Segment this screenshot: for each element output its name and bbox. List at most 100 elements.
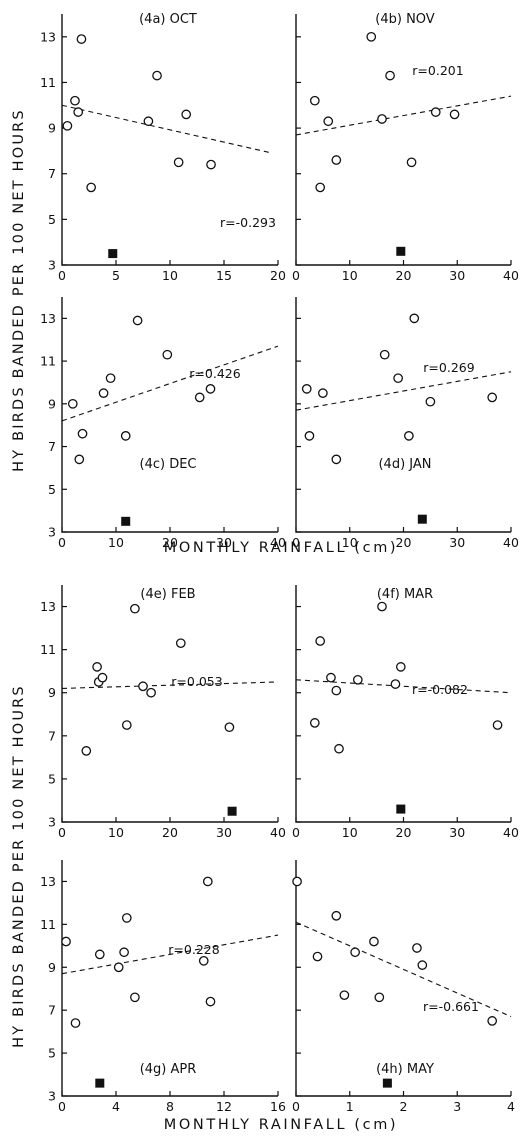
data-point xyxy=(315,182,326,193)
y-axis-label-top: HY BIRDS BANDED PER 100 NET HOURS xyxy=(11,108,27,472)
mean-square-marker xyxy=(396,246,406,256)
data-point xyxy=(77,428,88,439)
data-point xyxy=(369,936,379,947)
r-label: r=-0.293 xyxy=(220,215,276,230)
data-point xyxy=(70,95,80,106)
r-label: r=0.228 xyxy=(168,942,219,957)
x-tick-label: 0 xyxy=(292,1099,300,1114)
data-point xyxy=(113,962,124,973)
r-label: r=0.426 xyxy=(189,366,240,381)
data-point xyxy=(202,876,213,887)
y-tick-label: 9 xyxy=(48,121,56,136)
y-tick-label: 13 xyxy=(40,874,56,889)
data-point xyxy=(194,392,205,403)
x-tick-label: 0 xyxy=(58,268,66,283)
panel-6: 0 10 20 30 40 (4f) MAR r=-0.082 xyxy=(292,585,519,840)
x-tick-label: 30 xyxy=(449,825,465,840)
x-tick-label: 20 xyxy=(270,268,286,283)
y-tick-label: 7 xyxy=(48,728,56,743)
data-point xyxy=(334,743,344,754)
y-tick-label: 3 xyxy=(48,258,56,273)
y-tick-label: 11 xyxy=(40,642,56,657)
data-point xyxy=(205,996,216,1007)
data-point xyxy=(301,384,312,394)
data-point xyxy=(173,157,184,168)
x-tick-label: 4 xyxy=(507,1099,515,1114)
r-label: r=0.269 xyxy=(423,360,474,375)
fit-line xyxy=(295,95,512,136)
data-point xyxy=(162,349,173,360)
data-point xyxy=(390,679,401,689)
x-tick-label: 20 xyxy=(396,535,412,550)
y-axis-label-bottom: HY BIRDS BANDED PER 100 NET HOURS xyxy=(11,684,27,1048)
data-point xyxy=(67,398,78,409)
panel-2: 0 10 20 30 40 (4b) NOV r=0.201 xyxy=(292,12,519,283)
panel-title: (4h) MAY xyxy=(376,1062,434,1077)
data-point xyxy=(492,720,503,730)
x-tick-label: 30 xyxy=(216,535,232,550)
x-tick-label: 40 xyxy=(270,825,286,840)
mean-square-marker xyxy=(108,249,118,259)
data-point xyxy=(395,662,406,672)
y-tick-label: 3 xyxy=(48,1089,56,1104)
data-point xyxy=(292,876,302,887)
data-point xyxy=(146,687,156,698)
data-point xyxy=(487,1016,498,1026)
r-label: r=-0.082 xyxy=(412,682,468,697)
data-point xyxy=(81,746,92,756)
data-point xyxy=(393,373,403,384)
data-point xyxy=(130,603,140,614)
x-tick-label: 10 xyxy=(108,825,124,840)
data-point xyxy=(76,34,87,44)
axes-4 xyxy=(295,297,511,533)
x-tick-label: 10 xyxy=(162,268,178,283)
data-point xyxy=(304,431,315,441)
data-point xyxy=(198,955,209,966)
y-tick-label: 13 xyxy=(40,599,56,614)
x-tick-label: 8 xyxy=(166,1099,174,1114)
x-tick-label: 10 xyxy=(342,535,358,550)
x-tick-label: 30 xyxy=(449,268,465,283)
x-tick-label: 10 xyxy=(342,825,358,840)
data-point xyxy=(181,109,192,120)
y-tick-label: 11 xyxy=(40,354,56,369)
x-tick-label: 30 xyxy=(449,535,465,550)
data-point xyxy=(309,95,320,106)
data-point xyxy=(318,388,328,398)
mean-square-marker xyxy=(227,806,237,816)
y-tick-label: 5 xyxy=(48,1046,56,1061)
x-tick-label: 3 xyxy=(453,1099,461,1114)
fit-line xyxy=(295,679,512,694)
y-tick-label: 5 xyxy=(48,482,56,497)
data-point xyxy=(350,947,360,958)
data-point xyxy=(152,70,162,81)
data-point xyxy=(430,107,441,117)
data-point xyxy=(132,315,143,326)
x-tick-label: 10 xyxy=(342,268,358,283)
data-point xyxy=(61,936,71,947)
fit-line xyxy=(61,934,279,975)
data-point xyxy=(309,718,320,728)
x-tick-label: 4 xyxy=(112,1099,120,1114)
axes-3 xyxy=(61,297,278,533)
data-point xyxy=(121,720,132,730)
data-point xyxy=(119,947,129,958)
data-point xyxy=(409,313,420,324)
panel-4: 0 10 20 30 40 (4d) JAN r=0.269 xyxy=(292,297,519,550)
x-tick-label: 5 xyxy=(112,268,120,283)
x-tick-label: 15 xyxy=(216,268,232,283)
x-tick-label: 20 xyxy=(162,825,178,840)
y-tick-label: 13 xyxy=(40,29,56,44)
y-tick-label: 5 xyxy=(48,212,56,227)
y-tick-label: 3 xyxy=(48,815,56,830)
y-tick-label: 13 xyxy=(40,311,56,326)
data-point xyxy=(224,722,235,733)
data-point xyxy=(312,951,323,962)
data-point xyxy=(377,114,387,124)
data-point xyxy=(130,992,140,1003)
x-tick-label: 2 xyxy=(400,1099,408,1114)
data-point xyxy=(94,949,105,960)
data-point xyxy=(323,116,334,127)
data-point xyxy=(92,662,102,672)
fit-line xyxy=(61,681,279,689)
